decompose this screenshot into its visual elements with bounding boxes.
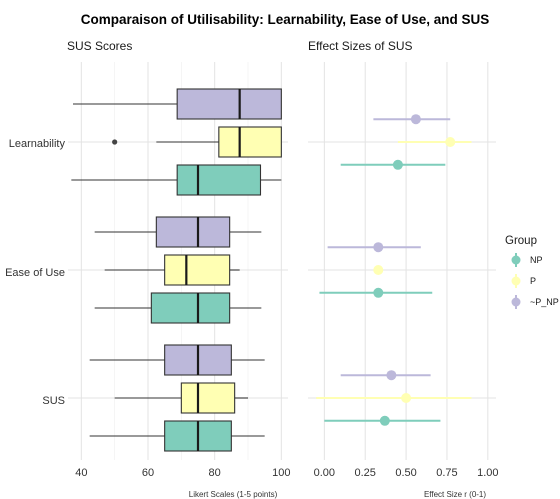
left-x-tick-60: 60 [142, 467, 154, 479]
effect-sus-p-np-point [386, 370, 397, 381]
legend-label-p-np: ~P_NP [530, 297, 559, 307]
chart-title: Comparaison of Utilisability: Learnabili… [81, 12, 490, 27]
box-ease-of-use-np-iqr [150, 292, 231, 324]
left-x-tick-100: 100 [272, 467, 290, 479]
effect-learnability-p-point [445, 137, 456, 147]
box-plot-layer [71, 88, 282, 452]
left-x-tick-80: 80 [209, 467, 221, 479]
box-learnability-p-outlier-0 [112, 139, 118, 145]
right-x-tick-1: 0.25 [355, 467, 376, 479]
right-x-tick-2: 0.50 [395, 467, 416, 479]
right-x-axis-label: Effect Size r (0-1) [424, 490, 486, 499]
box-sus-p-iqr [180, 382, 236, 414]
right-x-tick-labels: 0.00 0.25 0.50 0.75 1.00 [314, 467, 499, 479]
effect-learnability-p-np-point [410, 114, 421, 125]
left-x-tick-labels: 40 60 80 100 [75, 467, 290, 479]
left-x-axis-label: Likert Scales (1-5 points) [189, 490, 278, 499]
right-panel-title: Effect Sizes of SUS [308, 39, 413, 53]
y-tick-sus: SUS [42, 395, 65, 407]
legend-key-p-np [511, 297, 521, 307]
effect-sus-p-point [401, 393, 412, 403]
left-panel-title: SUS Scores [67, 39, 132, 53]
right-x-tick-0: 0.00 [314, 467, 335, 479]
effect-ease-of-use-p-point [373, 265, 384, 275]
box-ease-of-use-p-np-iqr [155, 216, 231, 248]
legend: Group NP P ~P_NP [505, 235, 559, 309]
effect-sus-np-point [379, 415, 390, 426]
effect-ease-of-use-p-np-point [373, 242, 384, 253]
effect-ease-of-use-np-point [373, 287, 384, 298]
legend-key-p [511, 276, 521, 286]
box-learnability-p-np-iqr [176, 88, 282, 120]
y-tick-learnability: Learnability [9, 138, 66, 150]
legend-label-p: P [530, 276, 536, 286]
right-x-tick-3: 0.75 [436, 467, 457, 479]
effect-size-layer [316, 114, 472, 426]
box-learnability-np-iqr [176, 164, 262, 196]
y-tick-ease-of-use: Ease of Use [5, 267, 65, 279]
legend-title: Group [505, 235, 537, 247]
effect-learnability-np-point [392, 159, 403, 170]
box-ease-of-use-p-iqr [164, 254, 231, 286]
right-x-tick-4: 1.00 [477, 467, 498, 479]
box-learnability-p-iqr [218, 126, 282, 158]
legend-key-np [511, 255, 521, 265]
legend-label-np: NP [530, 255, 543, 265]
left-x-tick-40: 40 [75, 467, 87, 479]
